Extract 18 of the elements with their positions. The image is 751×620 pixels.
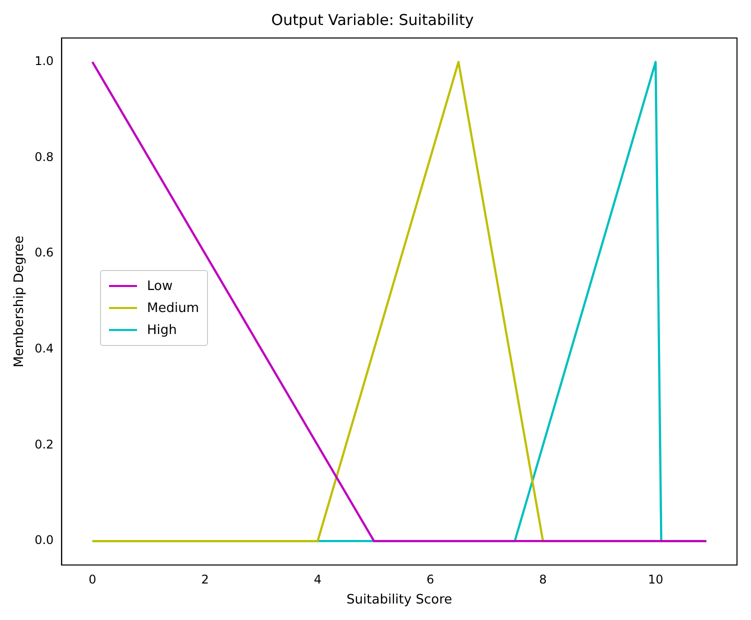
y-tick-label: 0.6 xyxy=(34,246,54,260)
y-tick-label: 0.2 xyxy=(34,437,54,452)
legend-label: High xyxy=(147,322,177,338)
x-tick-label: 4 xyxy=(314,572,322,586)
chart-title: Output Variable: Suitability xyxy=(271,10,474,29)
y-tick-label: 1.0 xyxy=(34,54,54,68)
y-tick-label: 0.8 xyxy=(34,150,54,164)
x-tick-label: 0 xyxy=(88,572,96,586)
y-axis-title: Membership Degree xyxy=(12,236,28,368)
x-axis-title: Suitability Score xyxy=(346,592,452,608)
legend-label: Low xyxy=(147,278,173,294)
x-tick-label: 10 xyxy=(648,572,664,586)
x-tick-label: 8 xyxy=(539,572,547,586)
y-tick-label: 0.4 xyxy=(34,342,54,356)
y-tick-label: 0.0 xyxy=(34,533,54,548)
x-tick-label: 2 xyxy=(201,572,209,586)
legend-label: Medium xyxy=(147,300,199,316)
x-tick-label: 6 xyxy=(426,572,434,586)
